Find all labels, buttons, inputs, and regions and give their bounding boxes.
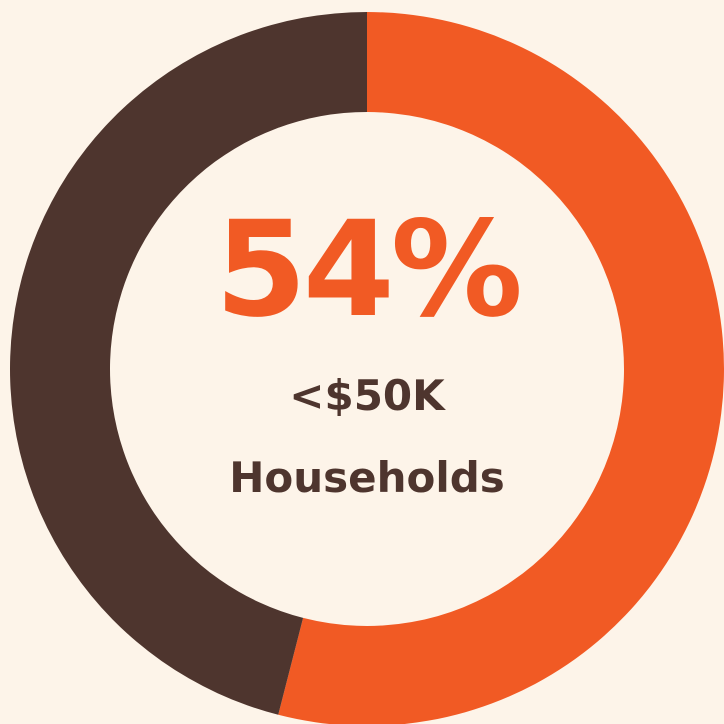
donut-segment [278, 12, 724, 724]
center-value-label: 54% [215, 193, 523, 347]
center-category-label: <$50K Households [229, 371, 505, 502]
donut-segment [10, 12, 368, 715]
